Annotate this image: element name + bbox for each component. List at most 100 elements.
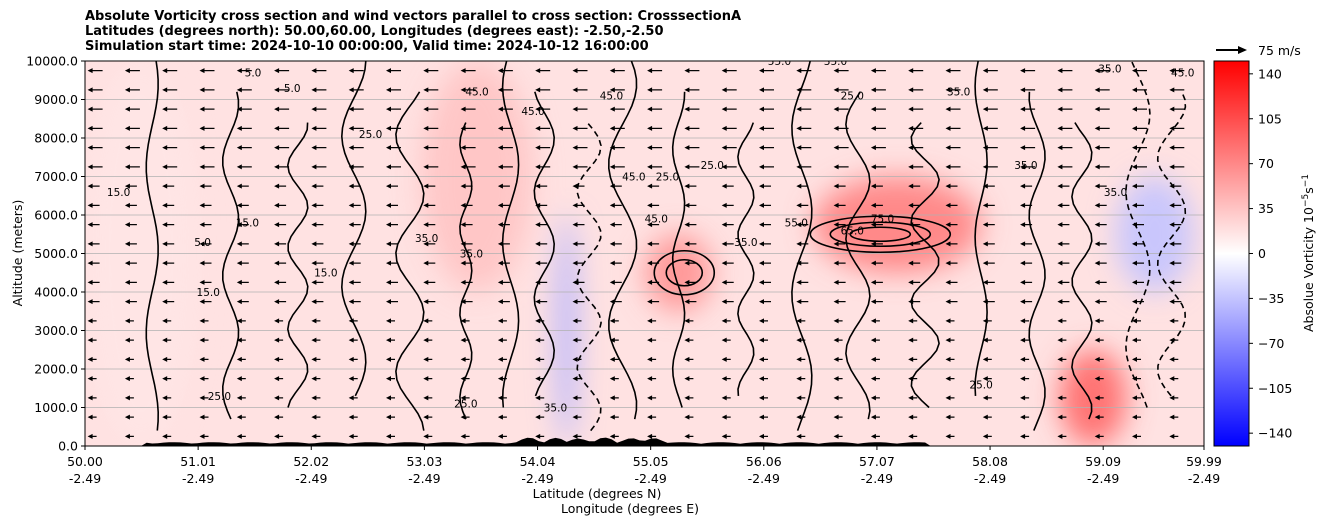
wind-vector-head [348,106,354,112]
wind-vector-head [386,164,392,170]
wind-vector-head [87,395,93,401]
wind-vector-head [199,414,205,420]
wind-vector-head [1169,299,1175,305]
wind-vector-head [982,414,988,420]
wind-vector-head [535,260,541,266]
wind-vector-head [572,164,578,170]
wind-vector-head [684,433,690,439]
wind-vector-head [684,356,690,362]
wind-vector-head [311,318,317,324]
wind-vector-head [311,164,317,170]
contour-label: 25.0 [969,379,992,391]
wind-vector-head [647,145,653,151]
wind-vector-head [609,202,615,208]
wind-vector-head [1094,241,1100,247]
wind-vector-head [423,395,429,401]
wind-vector-head [833,222,839,228]
wind-vector-head [274,125,280,131]
wind-vector-head [199,164,205,170]
wind-vector-head [721,337,727,343]
wind-vector-head [1094,260,1100,266]
wind-vector-head [1132,164,1138,170]
wind-vector-head [87,241,93,247]
wind-vector-head [348,395,354,401]
wind-vector-head [311,299,317,305]
wind-vector-head [1057,414,1063,420]
wind-vector-head [423,356,429,362]
wind-vector-head [199,376,205,382]
chart-title-line-3: Simulation start time: 2024-10-10 00:00:… [85,39,649,54]
wind-vector-head [87,279,93,285]
wind-vector-head [759,164,765,170]
wind-vector-head [833,183,839,189]
quiver-key-label: 75 m/s [1258,43,1301,58]
wind-vector-head [1094,87,1100,93]
wind-vector-head [1132,87,1138,93]
wind-vector-head [87,87,93,93]
wind-vector-head [759,395,765,401]
wind-vector-head [535,106,541,112]
wind-vector-head [87,299,93,305]
wind-vector-head [423,164,429,170]
wind-vector-head [908,337,914,343]
x-tick-label-lat: 59.99 [1186,454,1222,469]
wind-vector-head [1094,299,1100,305]
wind-vector-head [236,260,242,266]
wind-vector-head [1020,395,1026,401]
wind-vector-head [348,87,354,93]
wind-vector-head [423,433,429,439]
wind-vector-head [721,125,727,131]
wind-vector-head [1132,260,1138,266]
contour-line [791,61,813,431]
wind-vector-head [945,260,951,266]
wind-vector-head [870,68,876,74]
wind-vector-head [348,376,354,382]
wind-vector-head [1132,222,1138,228]
wind-vector-head [1057,202,1063,208]
wind-vector-head [1057,395,1063,401]
colorbar-tick-label: 140 [1258,66,1282,81]
wind-vector-head [647,337,653,343]
wind-vector-head [572,279,578,285]
contour-line [1028,91,1046,431]
wind-vector-head [535,87,541,93]
wind-vector-head [870,376,876,382]
contour-line [1156,91,1187,397]
wind-vector-head [199,183,205,189]
colorbar-tick-label: −140 [1258,426,1292,441]
wind-vector-head [386,125,392,131]
wind-vector-head [199,241,205,247]
wind-vector-head [274,164,280,170]
wind-vector-head [497,106,503,112]
contour-line [340,61,367,397]
wind-vector-head [609,279,615,285]
wind-vector-head [311,414,317,420]
wind-vector-head [348,337,354,343]
wind-vector-head [796,164,802,170]
wind-vector-head [87,356,93,362]
wind-vector-head [609,222,615,228]
wind-vector-head [199,395,205,401]
wind-vector-head [199,202,205,208]
wind-vector-head [1169,183,1175,189]
wind-vector-head [348,68,354,74]
wind-vector-head [1057,106,1063,112]
wind-vector-head [535,164,541,170]
wind-vector-head [945,318,951,324]
wind-vector-head [572,356,578,362]
wind-vector-head [982,299,988,305]
wind-vector-head [274,68,280,74]
wind-vector-head [348,222,354,228]
wind-vector-head [796,125,802,131]
wind-vector-head [1169,337,1175,343]
wind-vector-head [609,164,615,170]
wind-vector-head [684,202,690,208]
wind-vector-head [908,376,914,382]
wind-vector-head [1094,395,1100,401]
wind-vector-head [721,260,727,266]
wind-vector-head [1057,241,1063,247]
wind-vector-head [945,87,951,93]
contour-label: 35.0 [460,248,483,260]
wind-vector-head [274,241,280,247]
